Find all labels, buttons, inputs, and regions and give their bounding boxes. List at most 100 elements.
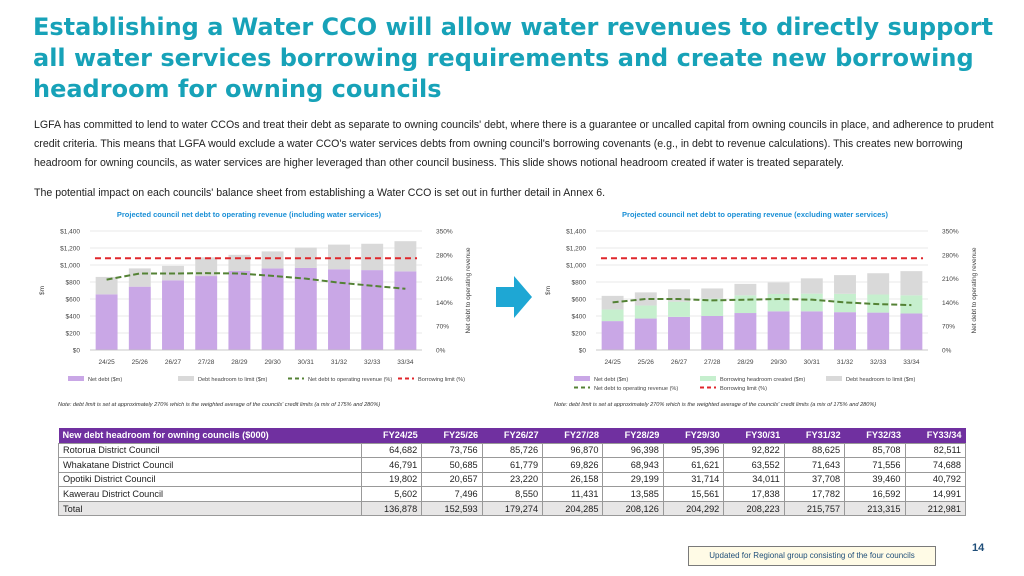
bar	[195, 257, 218, 277]
table-cell: 179,274	[481, 500, 544, 517]
y2-tick-label: 210%	[942, 276, 959, 283]
table-row: Whakatane District Council 46,791 50,685 61…	[58, 457, 967, 473]
table-cell: 212,981	[904, 500, 967, 517]
legend-swatch	[178, 376, 194, 381]
y2-tick-label: 0%	[942, 348, 952, 355]
bar	[867, 312, 890, 350]
table-cell: 40,792	[904, 471, 967, 488]
chart-excluding-water: Projected council net debt to operating …	[540, 206, 978, 416]
x-tick-label: 28/29	[231, 359, 248, 366]
table-header-year: FY28/29	[602, 428, 664, 443]
table-header-year: FY33/34	[905, 428, 966, 443]
bar	[128, 268, 151, 287]
y-tick-label: $1,400	[566, 229, 586, 236]
bar	[867, 273, 890, 295]
y-tick-label: $800	[572, 280, 587, 287]
table-header-year: FY29/30	[663, 428, 724, 443]
x-tick-label: 25/26	[638, 359, 655, 366]
table-cell: 14,991	[904, 486, 967, 502]
bar	[634, 318, 657, 350]
x-tick-label: 32/33	[870, 359, 887, 366]
table-cell: 37,708	[783, 471, 846, 488]
bar	[95, 294, 118, 350]
table-cell: 71,643	[783, 457, 846, 473]
legend-label: Net debt ($m)	[88, 377, 122, 383]
bar	[195, 276, 218, 350]
x-tick-label: 32/33	[364, 359, 381, 366]
bar	[128, 286, 151, 350]
x-tick-label: 26/27	[165, 359, 182, 366]
legend-label: Net debt to operating revenue (%)	[594, 386, 678, 392]
table-header-year: FY25/26	[421, 428, 483, 443]
table-cell: 213,315	[844, 500, 906, 517]
table-cell: 204,285	[542, 500, 604, 517]
table-cell: 39,460	[844, 471, 906, 488]
chart-title: Projected council net debt to operating …	[116, 210, 382, 219]
bar	[701, 288, 724, 299]
table-cell: 61,621	[662, 457, 725, 473]
x-tick-label: 25/26	[132, 359, 149, 366]
x-tick-label: 26/27	[671, 359, 688, 366]
table-cell: 68,943	[602, 457, 664, 473]
y-tick-label: $800	[66, 280, 81, 287]
table-cell: 74,688	[904, 457, 967, 473]
legend-swatch	[700, 376, 716, 381]
y-tick-label: $600	[66, 297, 81, 304]
page-title: Establishing a Water CCO will allow wate…	[33, 13, 994, 103]
table-cell: 20,657	[421, 471, 483, 488]
y2-tick-label: 350%	[436, 229, 453, 236]
table-cell: 15,561	[662, 486, 725, 502]
table-header-year: FY31/32	[784, 428, 845, 443]
table-cell: 17,782	[783, 486, 846, 502]
table-row-label: Kawerau District Council	[58, 486, 362, 502]
x-tick-label: 33/34	[903, 359, 920, 366]
bar	[834, 312, 856, 350]
intro-paragraph: LGFA has committed to lend to water CCOs…	[34, 119, 994, 169]
table-row-label: Rotorua District Council	[58, 442, 362, 459]
bar	[601, 321, 624, 350]
legend-label: Debt headroom to limit ($m)	[846, 377, 915, 383]
y-tick-label: $400	[572, 314, 587, 321]
bar	[767, 311, 790, 350]
x-tick-label: 31/32	[837, 359, 854, 366]
table-cell: 95,396	[662, 442, 725, 459]
table-header-year: FY30/31	[723, 428, 785, 443]
table-cell: 29,199	[602, 471, 664, 488]
table-row-label: Opotiki District Council	[58, 471, 362, 488]
chart-note: Note: debt limit is set at approximately…	[554, 402, 877, 408]
table-header-year: FY27/28	[542, 428, 603, 443]
y2-tick-label: 350%	[942, 229, 959, 236]
bar	[261, 251, 284, 269]
bar	[361, 270, 384, 350]
bar	[634, 305, 657, 319]
x-tick-label: 30/31	[298, 359, 315, 366]
y-axis-label: $m	[545, 286, 552, 295]
x-tick-label: 27/28	[198, 359, 215, 366]
bar	[701, 316, 724, 350]
bar	[900, 271, 923, 296]
bar	[394, 241, 417, 272]
debt-headroom-table: New debt headroom for owning councils ($…	[58, 428, 967, 517]
table-cell: 92,822	[723, 442, 785, 459]
chart-svg: $0 $200 $400 $600 $800 $1,000 $1,200 $1,400 0% 70…	[39, 229, 472, 384]
table-cell: 46,791	[360, 457, 423, 473]
series-line	[106, 272, 406, 290]
legend-label: Borrowing limit (%)	[720, 386, 767, 392]
bar	[95, 276, 118, 295]
y-axis-label: $m	[39, 286, 46, 295]
chart-svg: $0 $200 $400 $600 $800 $1,000 $1,200 $1,400 0% 70…	[545, 229, 978, 393]
y-tick-label: $1,400	[60, 229, 80, 236]
table-cell: 85,708	[844, 442, 906, 459]
x-tick-label: 24/25	[98, 359, 115, 366]
table-cell: 82,511	[904, 442, 967, 459]
page-number: 14	[972, 542, 985, 554]
bar	[228, 270, 251, 350]
x-tick-label: 28/29	[737, 359, 754, 366]
bar	[668, 301, 690, 317]
x-tick-label: 24/25	[604, 359, 621, 366]
table-cell: 26,158	[542, 471, 604, 488]
y2-axis-label: Net debt to operating revenue	[971, 247, 978, 333]
bar	[800, 278, 823, 294]
x-tick-label: 29/30	[770, 359, 787, 366]
bar	[834, 275, 856, 294]
